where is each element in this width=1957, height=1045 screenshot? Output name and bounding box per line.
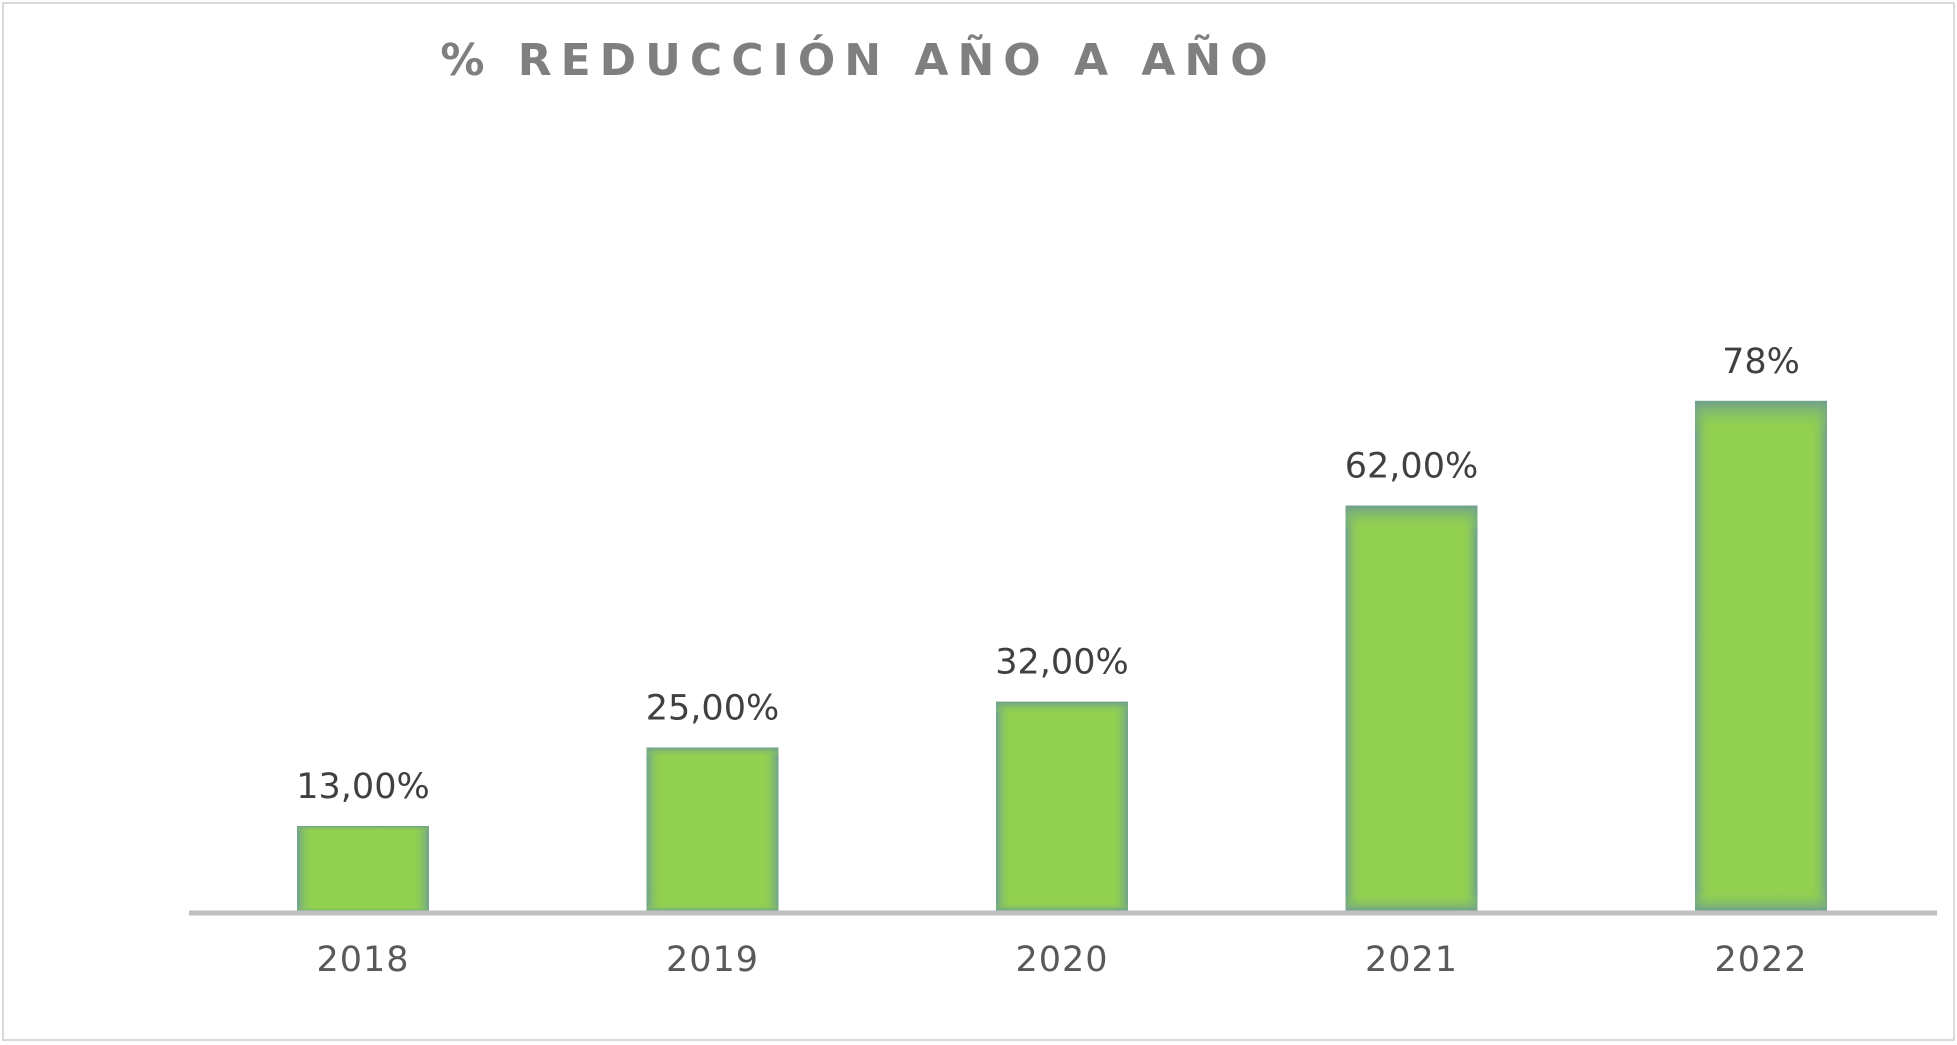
chart-title: % REDUCCIÓN AÑO A AÑO	[440, 35, 1277, 86]
bar-edge-shade-v-2021	[1345, 505, 1478, 911]
data-label-2018: 13,00%	[296, 767, 429, 807]
bar-2018	[297, 825, 429, 911]
x-tick-labels-layer: 2018 2019 2020 2021 2022	[316, 940, 1807, 980]
bar-2019	[646, 747, 779, 911]
bar-edge-shade-v-2020	[996, 701, 1128, 911]
x-tick-label-2020: 2020	[1015, 940, 1108, 980]
x-tick-label-2021: 2021	[1365, 940, 1458, 980]
bar-2021	[1345, 505, 1478, 911]
data-label-2020: 32,00%	[995, 643, 1128, 683]
data-labels-layer: 13,00% 25,00% 32,00% 62,00% 78%	[296, 342, 1800, 807]
x-tick-label-2022: 2022	[1714, 940, 1807, 980]
bar-edge-shade-v-2018	[297, 825, 429, 911]
x-tick-label-2019: 2019	[666, 940, 759, 980]
bar-edge-shade-v-2022	[1695, 400, 1827, 911]
data-label-2019: 25,00%	[646, 689, 779, 729]
bars-layer	[297, 400, 1827, 911]
bar-2022	[1695, 400, 1827, 911]
bar-edge-shade-v-2019	[646, 747, 779, 911]
data-label-2021: 62,00%	[1345, 447, 1478, 487]
data-label-2022: 78%	[1722, 342, 1800, 382]
bar-2020	[996, 701, 1128, 911]
x-tick-label-2018: 2018	[316, 940, 409, 980]
